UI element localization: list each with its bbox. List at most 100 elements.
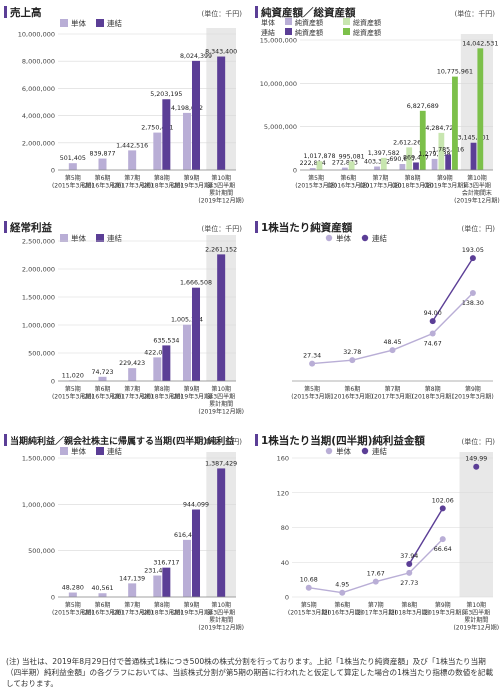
x-tick-label: (2019年3月期) (422, 609, 464, 617)
title-bar-mark (255, 221, 258, 233)
bar (406, 147, 413, 170)
x-tick-label: 第6期 (334, 601, 350, 609)
bar (431, 158, 438, 170)
x-tick-label: 第8期 (154, 385, 170, 393)
x-tick-label: 第6期 (95, 601, 111, 609)
y-tick-label: 2,000,000 (22, 266, 55, 274)
y-tick-label: 2,500,000 (22, 238, 55, 246)
x-tick-label: 第8期 (154, 174, 170, 182)
x-tick-label: (2017年3月期) (360, 182, 402, 190)
x-tick-label: (2018年3月期) (388, 609, 430, 617)
data-label: 403,372 (364, 159, 390, 166)
data-label: 10,775,961 (437, 69, 473, 76)
bar (98, 158, 107, 170)
x-tick-label: 第10期 (211, 385, 231, 393)
data-label: 869,477 (403, 154, 429, 161)
data-point (389, 347, 396, 354)
y-tick-label: 1,000,000 (22, 322, 55, 330)
x-tick-label: 第9期 (435, 601, 451, 609)
forecast-shade (459, 452, 493, 597)
x-tick-label: 第8期 (425, 385, 441, 393)
x-tick-label: 第10期 (467, 174, 487, 182)
data-label: 2,612,260 (393, 139, 425, 146)
bar (162, 567, 171, 597)
x-tick-label: (2017年3月期) (372, 393, 414, 401)
x-tick-label: (2019年3月期) (171, 182, 213, 190)
bar (438, 132, 445, 170)
legend-label: 単体 (71, 233, 86, 243)
x-tick-label: 第3四半期 (207, 182, 235, 190)
y-tick-label: 0 (51, 167, 55, 175)
y-tick-label: 6,000,000 (22, 85, 55, 93)
legend-label: 連結 (372, 446, 387, 456)
bar (380, 157, 387, 170)
data-label: 635,534 (153, 337, 179, 344)
unit-label: (単位：千円) (455, 9, 496, 18)
data-label: 222,814 (300, 160, 326, 167)
x-tick-label: (2016年3月期) (82, 182, 124, 190)
legend-swatch (96, 19, 104, 27)
bar (452, 76, 458, 170)
x-tick-label: (2018年3月期) (141, 393, 183, 401)
data-label: 690,617 (389, 156, 415, 163)
bar (419, 110, 426, 170)
x-tick-label: (2015年3月期) (288, 609, 330, 617)
x-tick-label: 第8期 (154, 601, 170, 609)
data-label: 4,284,725 (425, 125, 457, 132)
legend-label: 総資産額 (353, 28, 381, 37)
x-tick-label: (2015年3月期) (295, 182, 337, 190)
bar (477, 48, 484, 170)
data-label: 17.67 (367, 571, 385, 578)
legend-label: 単体 (71, 446, 86, 456)
x-tick-label: (2015年3月期) (52, 393, 94, 401)
bar (341, 167, 348, 170)
data-label: 147,139 (119, 575, 145, 582)
legend-swatch (60, 234, 68, 242)
unit-label: (単位：千円) (202, 9, 243, 18)
data-label: 27.34 (303, 353, 321, 360)
unit-label: (単位：円) (462, 437, 496, 446)
legend-label: 単体 (336, 446, 351, 456)
y-tick-label: 10,000,000 (18, 31, 55, 39)
bar (192, 60, 201, 170)
data-label: 272,873 (332, 160, 358, 167)
legend-swatch (96, 234, 104, 242)
data-point (309, 360, 316, 367)
bar (348, 161, 355, 170)
legend-swatch (361, 447, 369, 455)
legend-swatch (361, 234, 369, 242)
x-tick-label: (2018年3月期) (412, 393, 454, 401)
bar (153, 357, 162, 381)
x-tick-label: (2015年3月期) (52, 182, 94, 190)
data-label: 48,280 (62, 585, 84, 592)
chart-title: 経常利益 (10, 221, 52, 234)
x-tick-label: 第5期 (308, 174, 324, 182)
legend-swatch (96, 447, 104, 455)
y-tick-label: 1,000,000 (22, 501, 55, 509)
title-bar-mark (255, 6, 258, 18)
bar (98, 593, 107, 597)
data-label: 32.78 (343, 349, 361, 356)
x-tick-label: 第3四半期 (463, 182, 491, 190)
y-tick-label: 2,000,000 (22, 139, 55, 147)
legend-label: 連結 (107, 233, 122, 243)
bar (182, 112, 191, 170)
x-tick-label: 第5期 (65, 385, 81, 393)
bar (316, 161, 323, 170)
x-tick-label: 第9期 (184, 601, 200, 609)
forecast-shade (460, 34, 493, 170)
data-label: 5,203,195 (150, 91, 182, 98)
bar (98, 376, 107, 381)
x-tick-label: 第3四半期 (207, 609, 235, 617)
legend-label: 連結 (107, 18, 122, 28)
bar (399, 164, 406, 170)
data-point (439, 505, 446, 512)
data-label: 66.64 (434, 546, 452, 553)
bar (153, 575, 162, 597)
bar (128, 150, 137, 170)
data-point (429, 330, 436, 337)
data-label: 1,442,516 (116, 142, 148, 149)
x-tick-label: 第3四半期 (462, 609, 490, 617)
data-label: 10.68 (300, 577, 318, 584)
y-tick-label: 10,000,000 (260, 80, 297, 88)
